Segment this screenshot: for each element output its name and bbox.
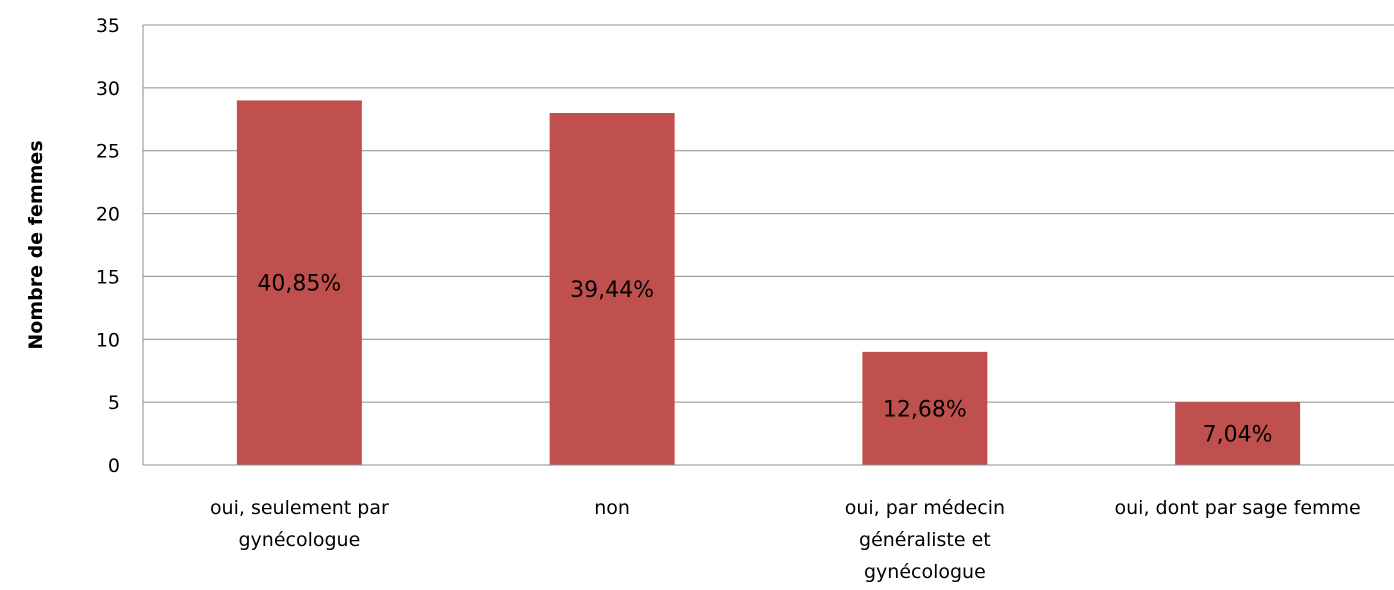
y-tick-label: 20: [96, 204, 120, 226]
x-category-label: oui, par médecin: [845, 497, 1005, 519]
x-category-label: oui, dont par sage femme: [1115, 497, 1361, 519]
data-label: 40,85%: [257, 272, 341, 297]
y-tick-labels: 0 5 10 15 20 25 30 35: [96, 15, 120, 477]
data-label: 12,68%: [883, 397, 967, 422]
x-category-label: non: [594, 497, 630, 519]
bar: [862, 351, 988, 465]
x-category-label: gynécologue: [238, 529, 360, 551]
bar: [236, 100, 362, 465]
data-label: 7,04%: [1203, 423, 1273, 448]
y-tick-label: 5: [108, 392, 120, 414]
bar: [549, 113, 675, 465]
y-axis-title: Nombre de femmes: [25, 140, 47, 349]
x-category-label: gynécologue: [864, 561, 986, 583]
bar: [1175, 402, 1301, 465]
x-category-label: généraliste et: [859, 529, 991, 551]
x-category-label: oui, seulement par: [210, 497, 389, 519]
bars: [236, 100, 1301, 465]
data-labels: 40,85% 39,44% 12,68% 7,04%: [257, 272, 1272, 448]
y-tick-label: 25: [96, 141, 120, 163]
y-tick-label: 15: [96, 266, 120, 288]
y-tick-label: 30: [96, 78, 120, 100]
axes: [142, 25, 1394, 466]
x-category-labels: oui, seulement par gynécologue non oui, par…: [210, 497, 1361, 583]
y-tick-label: 0: [108, 455, 120, 477]
data-label: 39,44%: [570, 278, 654, 303]
y-tick-label: 10: [96, 329, 120, 351]
y-tick-label: 35: [96, 15, 120, 37]
